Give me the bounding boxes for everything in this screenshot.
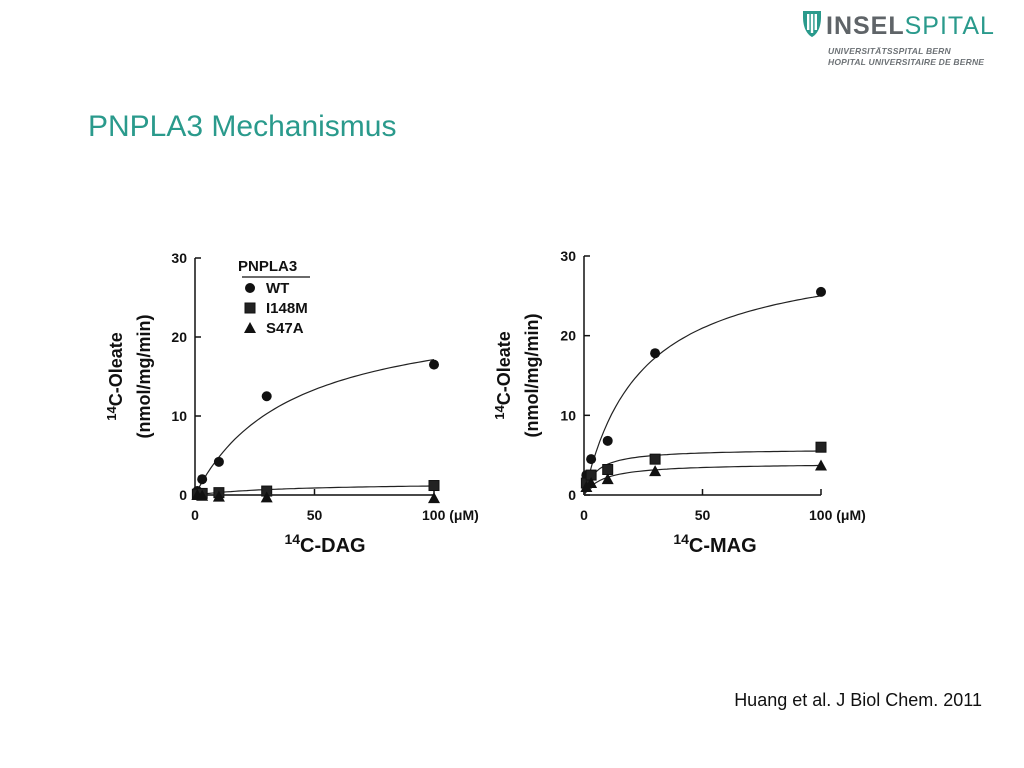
data-point-wt: [429, 359, 439, 370]
y-tick-label: 20: [560, 328, 576, 344]
x-axis-label: 14C-MAG: [673, 531, 756, 557]
x-tick-label: 100 (μM): [809, 507, 866, 523]
y-tick-label: 10: [560, 407, 576, 423]
x-axis-label-sup: 14: [284, 531, 300, 547]
legend-marker-s47a: [244, 322, 256, 333]
y-tick-label: 0: [179, 487, 187, 503]
x-tick-label: 0: [580, 507, 588, 523]
data-point-i148m: [602, 464, 614, 476]
legend-marker-i148m: [244, 302, 256, 314]
x-tick-label: 100 (μM): [422, 507, 479, 523]
data-point-wt: [816, 286, 826, 297]
logo-wordmark: INSELSPITAL: [826, 12, 995, 41]
legend-label-s47a: S47A: [266, 320, 304, 337]
logo-name-light: SPITAL: [904, 12, 995, 40]
data-point-wt: [586, 454, 597, 465]
y-tick-label: 10: [171, 408, 187, 424]
citation: Huang et al. J Biol Chem. 2011: [734, 690, 982, 710]
x-axis-label-main: C-DAG: [300, 535, 366, 557]
inselspital-logo: INSELSPITAL UNIVERSITÄTSSPITAL BERN HOPI…: [802, 8, 1012, 72]
logo-subline-1: UNIVERSITÄTSSPITAL BERN: [828, 46, 951, 56]
slide-title: PNPLA3 Mechanismus: [88, 110, 397, 143]
x-axis-label-main: C-MAG: [689, 535, 757, 557]
y-axis-label-sup: 14: [492, 405, 507, 420]
data-point-wt: [197, 474, 208, 485]
data-point-wt: [261, 391, 272, 402]
fit-curve-i148m: [194, 485, 434, 496]
x-tick-label: 50: [695, 507, 711, 523]
y-tick-label: 30: [171, 250, 187, 266]
y-axis-label-main: C-Oleate: [494, 331, 514, 405]
y-axis-label-main: C-Oleate: [106, 332, 126, 406]
data-point-i148m: [428, 480, 440, 492]
fit-curve-wt: [583, 295, 822, 496]
data-point-i148m: [649, 453, 661, 465]
legend-marker-wt: [245, 283, 255, 293]
y-axis-label: 14C-Oleate: [104, 332, 126, 421]
x-axis-label: 14C-DAG: [284, 531, 365, 557]
y-axis-label-units: (nmol/mg/min): [134, 315, 154, 439]
data-point-s47a: [260, 491, 273, 503]
y-axis-label: 14C-Oleate: [492, 331, 514, 420]
legend-label-i148m: I148M: [266, 300, 308, 317]
logo-name-bold: INSEL: [826, 12, 905, 40]
y-tick-label: 0: [568, 487, 576, 503]
y-tick-label: 20: [171, 329, 187, 345]
fit-curve-i148m: [583, 450, 821, 496]
legend-label-wt: WT: [266, 280, 289, 297]
logo-subline-2: HOPITAL UNIVERSITAIRE DE BERNE: [828, 57, 985, 67]
data-point-s47a: [585, 477, 598, 489]
y-axis-label-units: (nmol/mg/min): [522, 314, 542, 438]
logo-mark-icon: [803, 11, 821, 37]
data-point-s47a: [212, 490, 225, 502]
fit-curve-wt: [194, 359, 435, 496]
data-point-i148m: [815, 441, 827, 453]
x-tick-label: 0: [191, 507, 199, 523]
data-point-s47a: [428, 492, 440, 504]
data-point-wt: [602, 435, 613, 446]
data-point-wt: [213, 456, 224, 467]
data-point-s47a: [601, 473, 614, 485]
fit-curve-s47a: [583, 464, 821, 496]
legend-title: PNPLA3: [238, 258, 297, 275]
x-tick-label: 50: [307, 507, 323, 523]
y-tick-label: 30: [560, 248, 576, 264]
data-point-s47a: [196, 489, 209, 501]
x-axis-label-sup: 14: [673, 531, 689, 547]
data-point-s47a: [649, 465, 662, 477]
data-point-wt: [650, 348, 661, 359]
data-point-s47a: [815, 459, 827, 471]
y-axis-label-sup: 14: [104, 406, 119, 421]
